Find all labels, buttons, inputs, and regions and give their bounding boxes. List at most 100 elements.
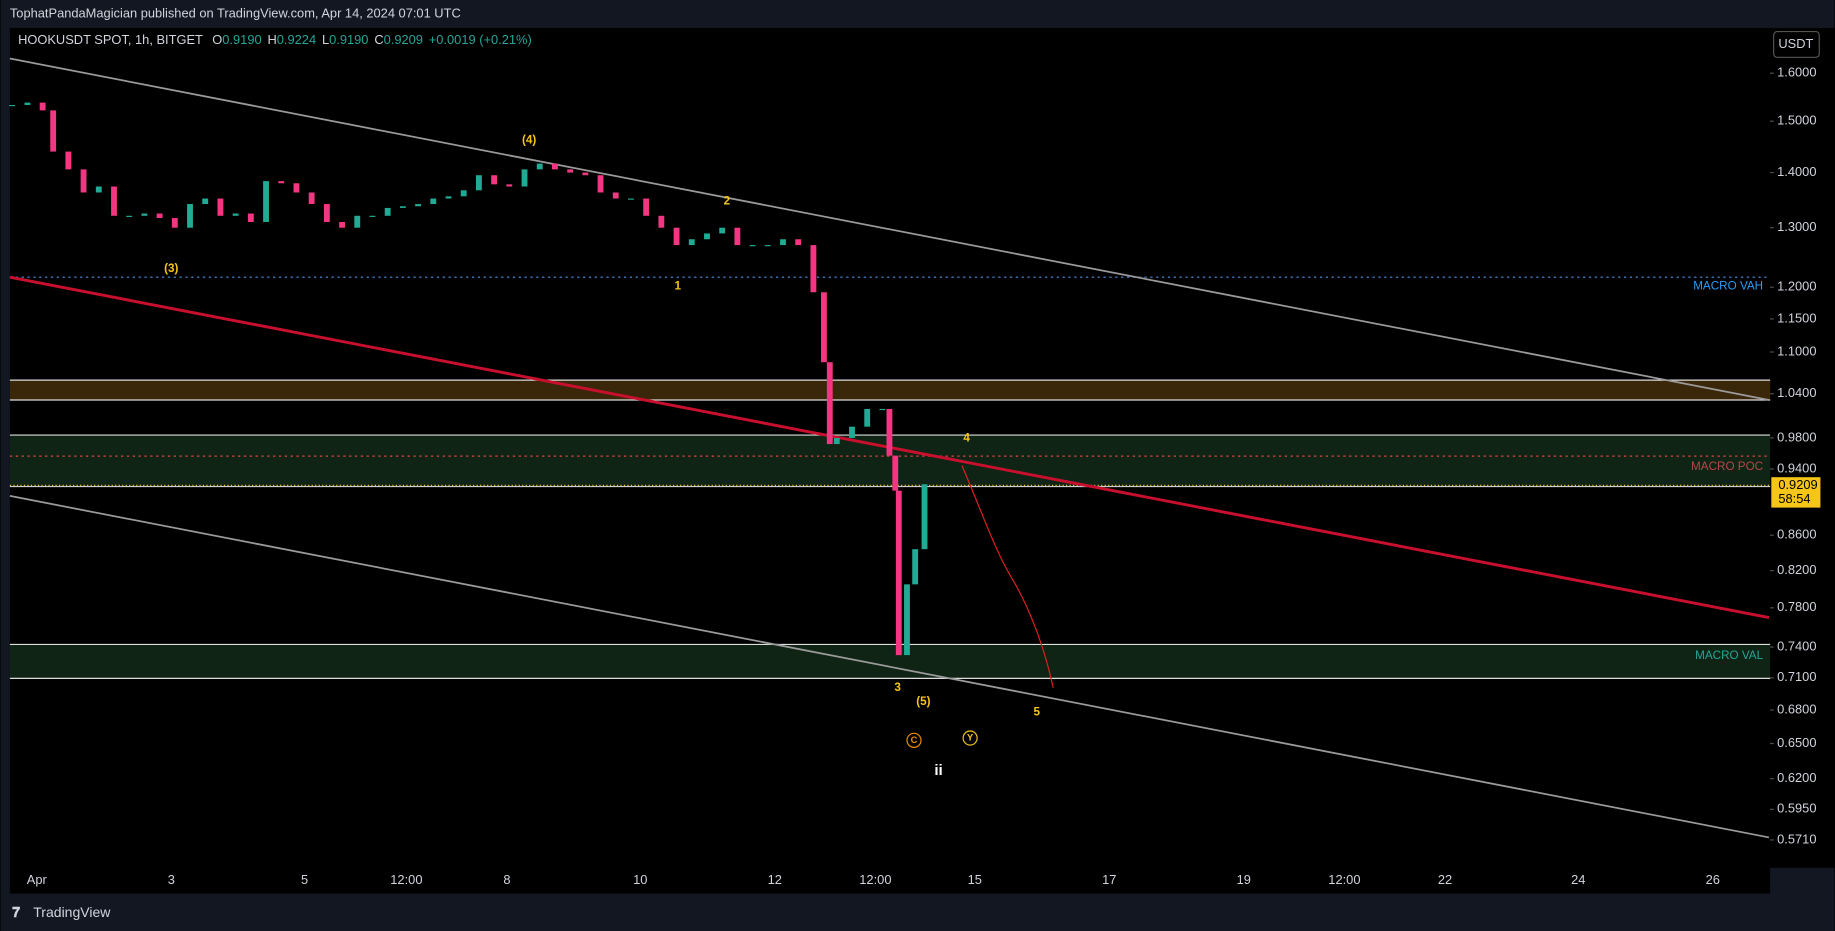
- price-axis: [1770, 28, 1835, 868]
- y-tick-label: 0.8600: [1777, 527, 1816, 542]
- candle: [141, 213, 148, 216]
- y-tick-label: 1.2000: [1777, 279, 1816, 294]
- candle: [582, 172, 589, 176]
- candle: [399, 206, 406, 208]
- candle: [247, 213, 254, 223]
- wave-label: (4): [522, 133, 536, 146]
- currency-button[interactable]: [1773, 30, 1820, 58]
- candle: [156, 213, 163, 219]
- candle: [323, 204, 330, 223]
- val-zone: [9, 644, 1771, 679]
- x-tick-label: 5: [301, 872, 308, 887]
- candle: [415, 204, 422, 207]
- candle: [339, 222, 345, 228]
- x-tick-label: 3: [168, 872, 175, 887]
- candle: [904, 584, 910, 656]
- y-tick-label: 1.0400: [1777, 385, 1816, 400]
- wave-label: 5: [1034, 705, 1041, 718]
- candle: [536, 163, 543, 170]
- candle: [719, 227, 726, 234]
- candle: [734, 227, 741, 246]
- currency-label[interactable]: USDT: [1778, 36, 1813, 51]
- supply-zone: [9, 380, 1771, 401]
- x-tick-label: 12:00: [859, 872, 891, 887]
- candle: [354, 215, 361, 228]
- candle: [95, 186, 102, 193]
- x-tick-label: 24: [1571, 872, 1585, 887]
- candle: [217, 198, 224, 216]
- price-tag-value: 0.9209: [1778, 477, 1817, 492]
- candle: [491, 175, 498, 185]
- candle: [430, 198, 437, 205]
- y-tick-label: 0.8200: [1777, 562, 1816, 577]
- candle: [384, 207, 391, 216]
- candle: [202, 198, 209, 205]
- h-label: H: [267, 32, 276, 47]
- y-tick-label: 0.7100: [1777, 669, 1816, 684]
- candle: [795, 239, 802, 246]
- candle: [821, 292, 827, 363]
- high: 0.9224: [277, 32, 316, 47]
- price-tag: [1771, 477, 1821, 508]
- publish-info: TophatPandaMagician published on Trading…: [10, 5, 461, 20]
- brand-logo: 𝟕: [12, 904, 20, 920]
- x-tick-label: 15: [968, 872, 982, 887]
- wave-label: (3): [164, 262, 178, 275]
- wave-circle: [906, 732, 922, 748]
- candle: [879, 408, 886, 411]
- candle: [39, 102, 46, 111]
- y-tick-label: 1.4000: [1777, 164, 1816, 179]
- legend: HOOKUSDT SPOT, 1h, BITGET O0.9190 H0.9224 L…: [18, 32, 532, 47]
- x-tick-label: 22: [1438, 872, 1452, 887]
- candle: [892, 455, 899, 491]
- wave-label: Y: [967, 732, 974, 742]
- wave-label: C: [911, 735, 918, 745]
- candle: [921, 484, 928, 550]
- candle: [50, 110, 57, 152]
- candle: [80, 169, 87, 193]
- y-tick-label: 1.3000: [1777, 219, 1816, 234]
- candles: [9, 102, 928, 656]
- wave-label: 2: [724, 194, 731, 207]
- footer-brand: TradingView: [33, 904, 111, 920]
- y-tick-label: 0.9400: [1777, 460, 1816, 475]
- candle: [643, 198, 650, 216]
- y-tick-label: 1.5000: [1777, 113, 1816, 128]
- x-tick-label: 26: [1706, 872, 1720, 887]
- low: 0.9190: [329, 32, 368, 47]
- candle: [895, 490, 902, 656]
- time-axis: [9, 867, 1771, 894]
- y-tick-label: 0.6200: [1777, 770, 1816, 785]
- candle: [764, 245, 771, 247]
- x-tick-label: 8: [503, 872, 510, 887]
- y-tick-label: 0.7800: [1777, 599, 1816, 614]
- y-tick-label: 0.7400: [1777, 638, 1816, 653]
- candle: [864, 408, 871, 427]
- candle: [171, 218, 178, 228]
- y-tick-label: 0.6800: [1777, 701, 1816, 716]
- candle: [65, 151, 72, 170]
- x-tick-label: 12:00: [390, 872, 422, 887]
- x-tick-label: Apr: [27, 872, 48, 887]
- wave-label: 4: [963, 432, 970, 445]
- candle: [567, 169, 574, 173]
- x-tick-label: 10: [633, 872, 647, 887]
- open: 0.9190: [222, 32, 261, 47]
- candle: [833, 437, 840, 445]
- candle: [612, 192, 619, 199]
- wave-circle: [962, 730, 978, 746]
- y-tick-label: 1.1500: [1777, 310, 1816, 325]
- candle: [445, 196, 452, 199]
- candle: [521, 169, 528, 187]
- candle: [780, 239, 786, 246]
- candle: [704, 233, 710, 240]
- candle: [688, 239, 695, 246]
- y-tick-label: 1.6000: [1777, 65, 1816, 80]
- x-tick-label: 19: [1237, 872, 1251, 887]
- candle: [308, 192, 315, 205]
- candle: [749, 245, 756, 247]
- candle: [126, 215, 133, 217]
- o-label: O: [212, 32, 222, 47]
- candle: [912, 549, 919, 585]
